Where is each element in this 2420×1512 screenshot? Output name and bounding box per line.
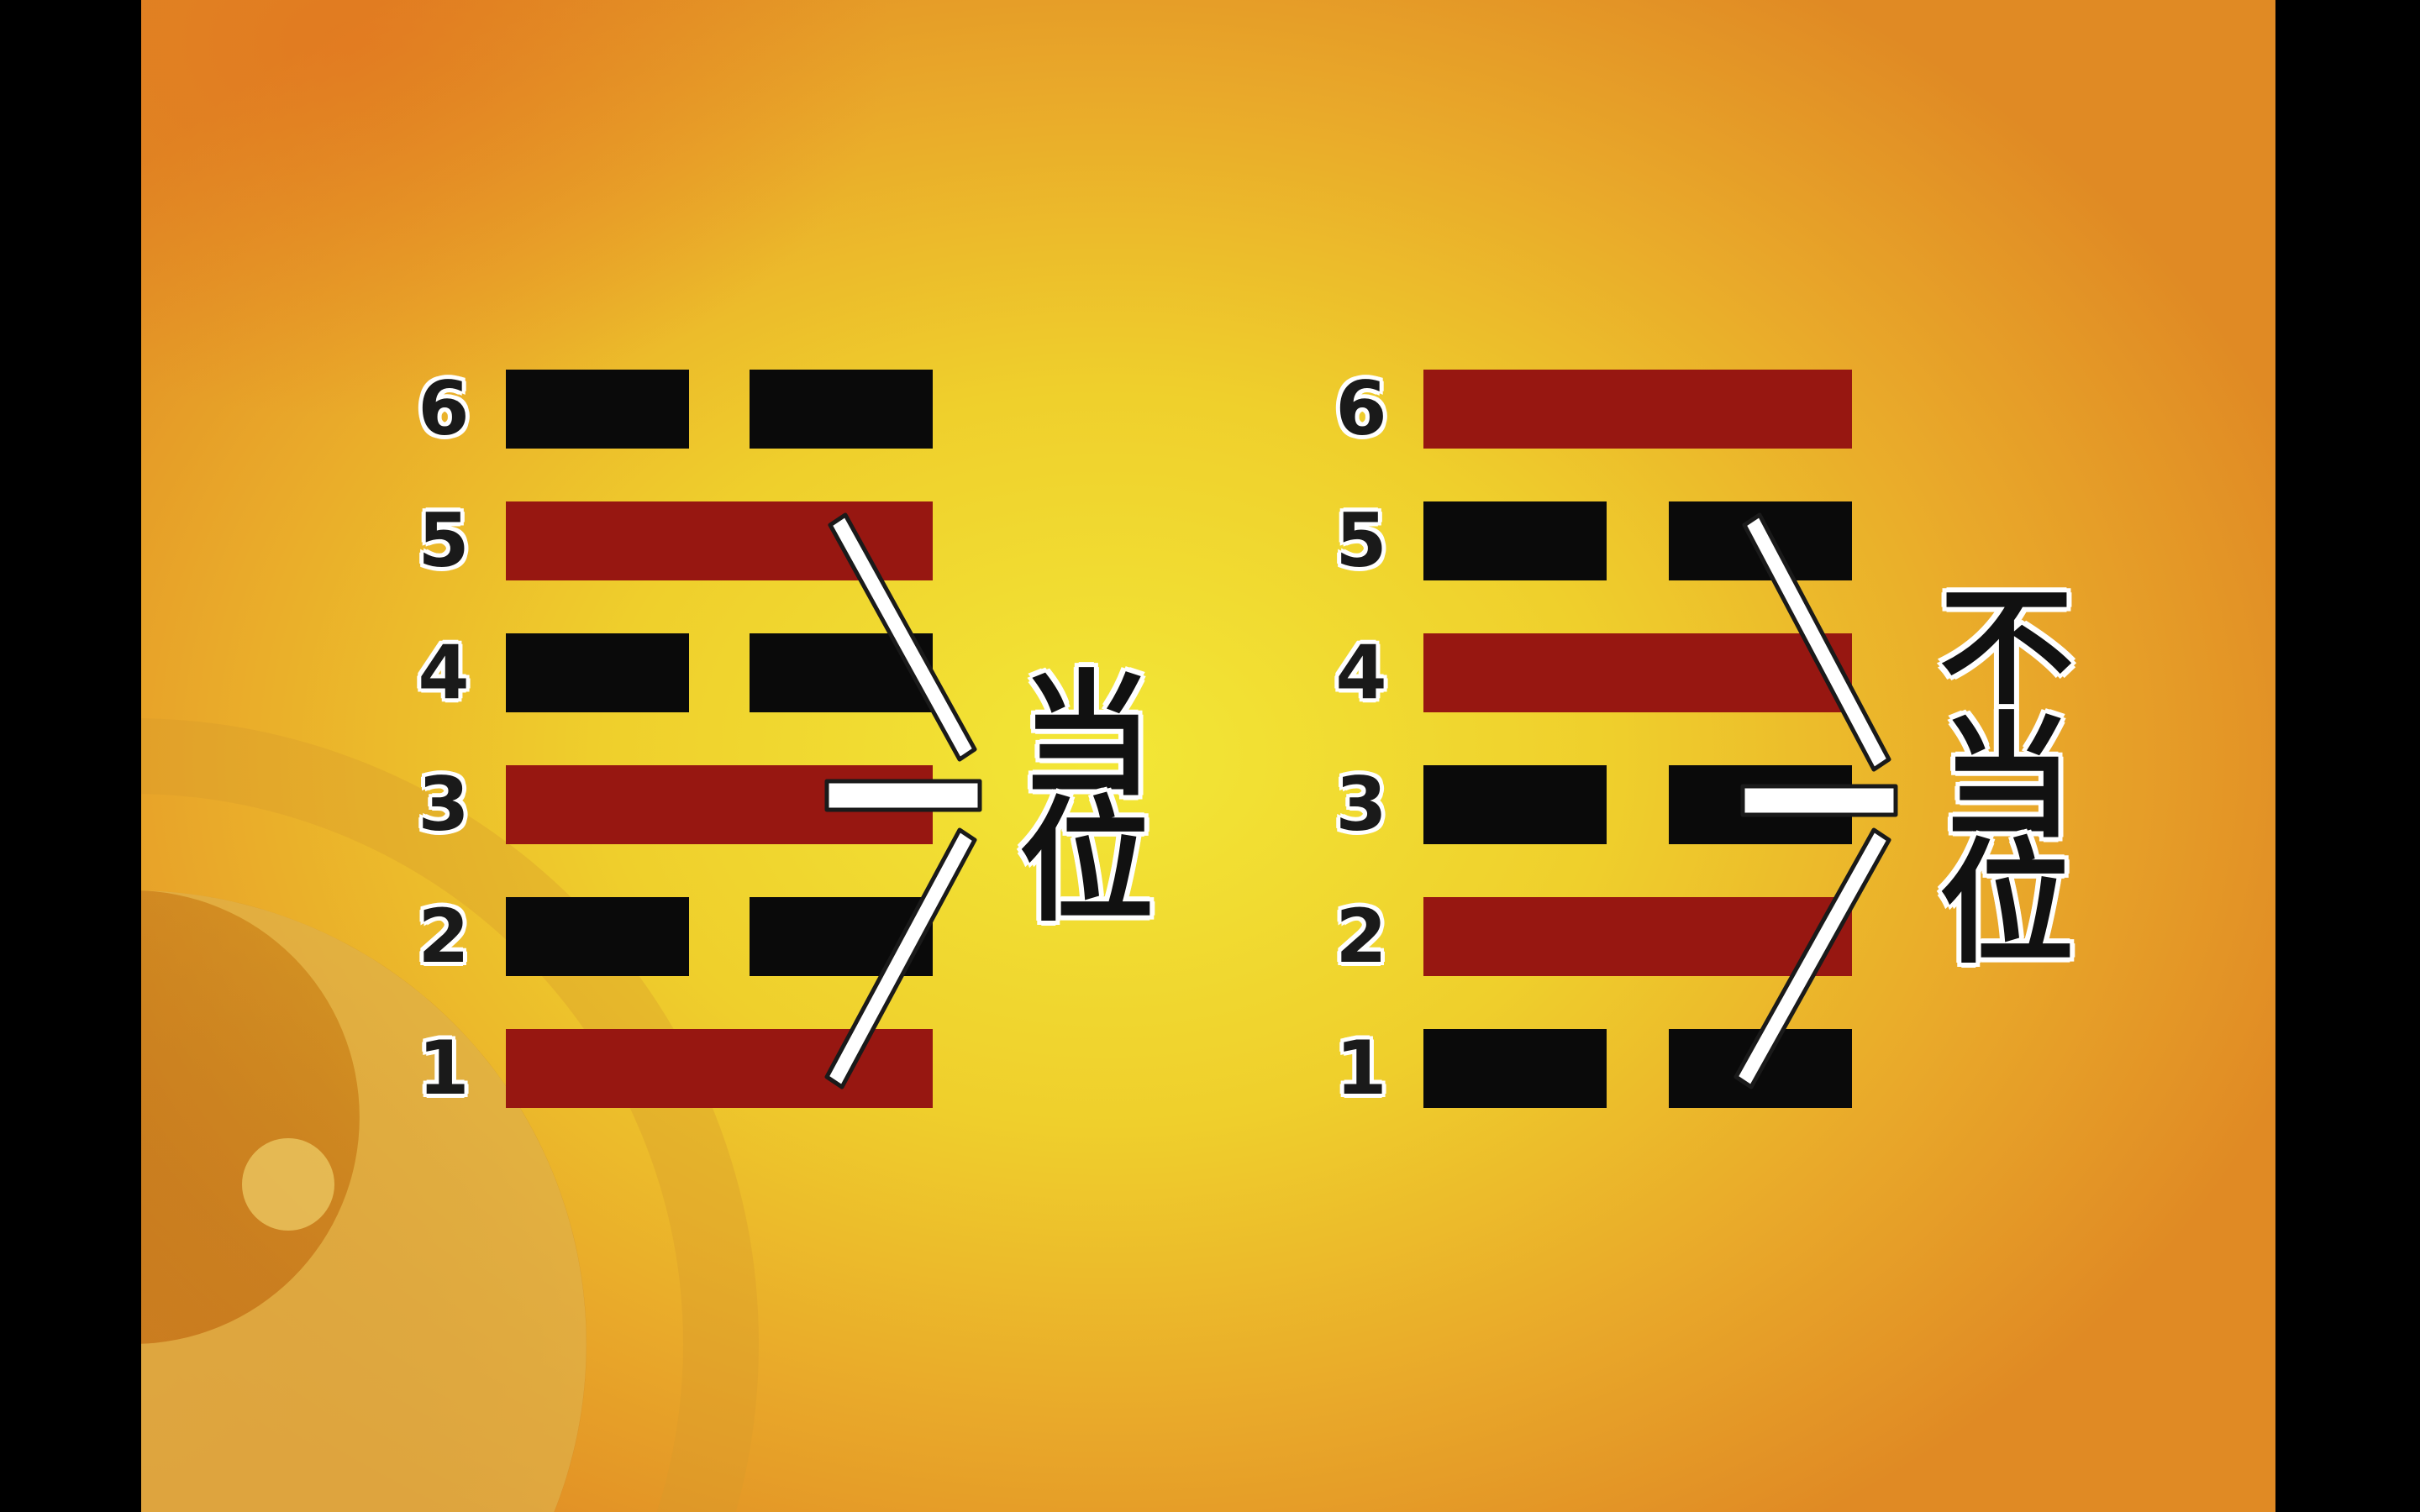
line-number: 2 <box>418 893 470 979</box>
line-number: 1 <box>1335 1025 1387 1111</box>
yin-segment-left <box>1423 501 1607 580</box>
yang-segment <box>1423 633 1852 712</box>
left-line-4: 4 <box>267 629 939 716</box>
label-text: 不当位 <box>1939 572 2074 982</box>
yin-segment-right <box>750 370 933 449</box>
line-number: 6 <box>418 365 470 452</box>
yin-segment-left <box>506 370 689 449</box>
label-budangwei: 不当位 <box>1931 572 2082 991</box>
line-number: 2 <box>1335 893 1387 979</box>
label-dangwei: 当位 <box>1011 656 1162 941</box>
left-bracket-upper-stroke <box>828 512 977 762</box>
line-number: 4 <box>1335 629 1387 716</box>
right-bracket-middle-stroke <box>1740 784 1898 817</box>
yang-segment <box>1423 897 1852 976</box>
line-number: 3 <box>418 761 470 848</box>
left-bracket-lower-stroke <box>824 827 977 1089</box>
line-number: 5 <box>1335 497 1387 584</box>
left-bracket <box>824 512 982 1089</box>
right-bracket <box>1733 512 1898 1089</box>
left-line-3: 3 <box>267 761 939 848</box>
line-number: 5 <box>418 497 470 584</box>
left-line-2: 2 <box>267 893 939 979</box>
right-line-6: 6 <box>1185 365 1857 452</box>
line-number: 1 <box>418 1025 470 1111</box>
line-number: 4 <box>418 629 470 716</box>
taiji-watermark <box>141 718 759 1512</box>
left-line-1: 1 <box>267 1025 939 1111</box>
left-bracket-middle-stroke <box>824 779 982 812</box>
yin-segment-left <box>1423 1029 1607 1108</box>
right-line-2: 2 <box>1185 893 1857 979</box>
right-line-5: 5 <box>1185 497 1857 584</box>
bracket-connectors <box>824 512 1898 1089</box>
line-number: 6 <box>1335 365 1387 452</box>
yin-segment-left <box>1423 765 1607 844</box>
yin-segment-left <box>506 897 689 976</box>
right-bracket-lower-stroke <box>1733 827 1891 1089</box>
right-bracket-upper-stroke <box>1742 512 1891 772</box>
yin-segment-left <box>506 633 689 712</box>
right-line-4: 4 <box>1185 629 1857 716</box>
label-text: 当位 <box>1018 656 1154 940</box>
left-line-6: 6 <box>267 365 939 452</box>
line-number: 3 <box>1335 761 1387 848</box>
yang-segment <box>1423 370 1852 449</box>
slide: 6 5 4 3 2 1 6 5 4 3 2 <box>141 0 2275 1512</box>
